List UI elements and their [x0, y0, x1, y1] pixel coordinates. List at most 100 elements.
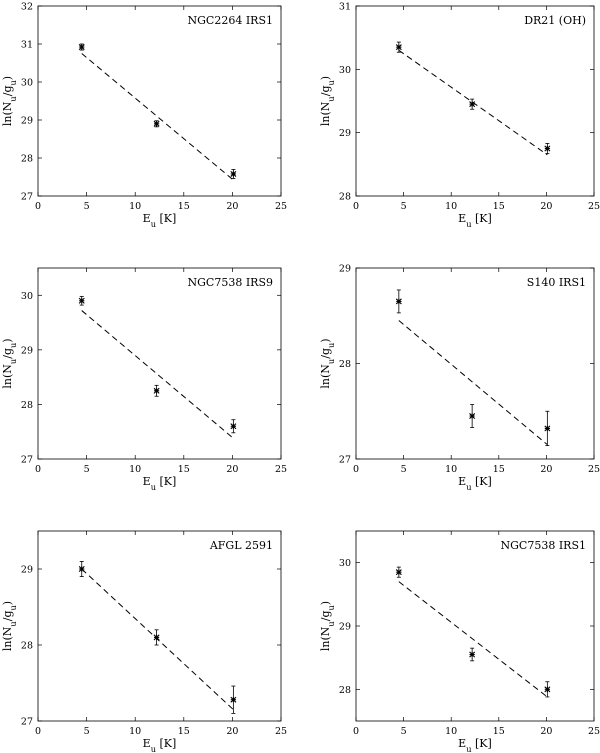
y-tick-label: 28: [21, 641, 33, 652]
x-tick-label: 15: [493, 464, 505, 475]
x-tick-label: 10: [445, 201, 457, 212]
plot-frame: [355, 530, 595, 722]
x-tick-label: 10: [129, 726, 141, 737]
data-point: [395, 298, 402, 305]
y-axis-label: ln(Nu/gu): [1, 76, 18, 126]
y-tick-label: 27: [339, 455, 351, 466]
y-tick-label: 28: [339, 685, 351, 696]
chart-panel-5: 0 5 10 15 20 25 27 28 29 Eu [K] ln(Nu/gu) AFGL 2591: [1, 530, 287, 753]
y-tick-label: 28: [21, 400, 33, 411]
x-tick-label: 25: [588, 201, 600, 212]
x-tick-label: 10: [129, 201, 141, 212]
data-point: [469, 413, 476, 420]
y-tick-label: 29: [21, 116, 33, 127]
y-tick-label: 30: [339, 65, 351, 76]
panel-title: NGC7538 IRS1: [501, 539, 586, 552]
x-axis-label: Eu [K]: [458, 475, 492, 492]
data-point: [395, 44, 402, 51]
x-tick-label: 0: [353, 201, 359, 212]
data-point: [78, 297, 85, 304]
data-point: [78, 566, 85, 572]
plot-frame: [37, 530, 282, 722]
y-tick-label: 27: [21, 717, 33, 728]
chart-panel-3: 0 5 10 15 20 25 27 28 29 30 Eu [K] ln(Nu/gu) NGC7538…: [1, 267, 287, 492]
y-tick-label: 30: [21, 78, 33, 89]
plot-frame: [37, 267, 282, 460]
y-tick-label: 32: [21, 2, 33, 13]
x-tick-label: 0: [353, 726, 359, 737]
data-point: [544, 425, 551, 432]
x-tick-label: 25: [275, 726, 287, 737]
y-tick-label: 29: [21, 565, 33, 576]
data-point: [230, 696, 237, 703]
fit-line: [81, 568, 234, 710]
x-tick-label: 25: [275, 464, 287, 475]
x-tick-label: 15: [493, 201, 505, 212]
data-point: [544, 145, 551, 152]
x-axis-label: Eu [K]: [143, 737, 177, 753]
plot-frame: [355, 267, 595, 460]
x-tick-label: 0: [35, 464, 41, 475]
panel-title: DR21 (OH): [524, 14, 586, 27]
panel-title: S140 IRS1: [527, 276, 586, 289]
y-tick-label: 29: [339, 264, 351, 275]
data-point: [230, 170, 237, 177]
chart-panel-4: 0 5 10 15 20 25 27 28 29 Eu [K] ln(Nu/gu) S140 IRS1: [319, 264, 600, 493]
y-tick-label: 29: [339, 128, 351, 139]
x-tick-label: 25: [588, 726, 600, 737]
y-tick-label: 30: [21, 291, 33, 302]
x-tick-label: 10: [445, 464, 457, 475]
x-tick-label: 15: [178, 201, 190, 212]
x-tick-label: 5: [401, 464, 407, 475]
x-tick-label: 0: [35, 201, 41, 212]
x-tick-label: 5: [84, 464, 90, 475]
x-tick-label: 0: [35, 726, 41, 737]
x-tick-label: 15: [178, 726, 190, 737]
x-axis-label: Eu [K]: [143, 212, 177, 229]
plot-frame: [37, 5, 282, 197]
y-tick-label: 28: [339, 192, 351, 203]
fit-line: [81, 310, 234, 439]
data-point: [395, 569, 402, 576]
x-tick-label: 20: [540, 464, 552, 475]
data-point: [469, 651, 476, 658]
chart-panel-6: 0 5 10 15 20 25 28 29 30 Eu [K] ln(Nu/gu) NGC7538 I…: [319, 530, 600, 753]
x-axis-label: Eu [K]: [458, 212, 492, 229]
chart-panel-2: 0 5 10 15 20 25 28 29 30 31 Eu [K] ln(Nu/gu) DR21 (O…: [319, 2, 600, 230]
y-axis-label: ln(Nu/gu): [1, 338, 18, 388]
x-tick-label: 5: [84, 201, 90, 212]
x-tick-label: 5: [401, 201, 407, 212]
x-tick-label: 25: [588, 464, 600, 475]
x-tick-label: 20: [226, 201, 238, 212]
data-point: [153, 387, 160, 394]
panel-title: AFGL 2591: [209, 539, 273, 552]
x-tick-label: 0: [353, 464, 359, 475]
y-tick-label: 29: [21, 345, 33, 356]
data-point: [153, 634, 160, 641]
y-tick-label: 29: [339, 622, 351, 633]
data-point: [544, 686, 551, 693]
y-tick-label: 28: [339, 359, 351, 370]
data-point: [230, 423, 237, 430]
panel-title: NGC7538 IRS9: [188, 276, 273, 289]
x-axis-label: Eu [K]: [458, 737, 492, 753]
y-tick-label: 31: [339, 2, 351, 13]
plot-frame: [355, 5, 595, 197]
fit-line: [398, 581, 548, 698]
y-tick-label: 30: [339, 558, 351, 569]
chart-panel-1: 0 5 10 15 20 25 27 28 29 30 31 32 Eu [K] ln(Nu/gu) NGC…: [1, 2, 287, 230]
fit-line: [398, 320, 548, 446]
y-axis-label: ln(Nu/gu): [319, 338, 336, 388]
data-point: [153, 120, 160, 127]
y-axis-label: ln(Nu/gu): [319, 76, 336, 126]
data-point: [469, 101, 476, 108]
x-tick-label: 15: [493, 726, 505, 737]
y-tick-label: 28: [21, 154, 33, 165]
x-tick-label: 10: [129, 464, 141, 475]
x-tick-label: 10: [445, 726, 457, 737]
x-tick-label: 5: [84, 726, 90, 737]
x-tick-label: 5: [401, 726, 407, 737]
x-tick-label: 20: [540, 726, 552, 737]
y-axis-label: ln(Nu/gu): [319, 601, 336, 651]
